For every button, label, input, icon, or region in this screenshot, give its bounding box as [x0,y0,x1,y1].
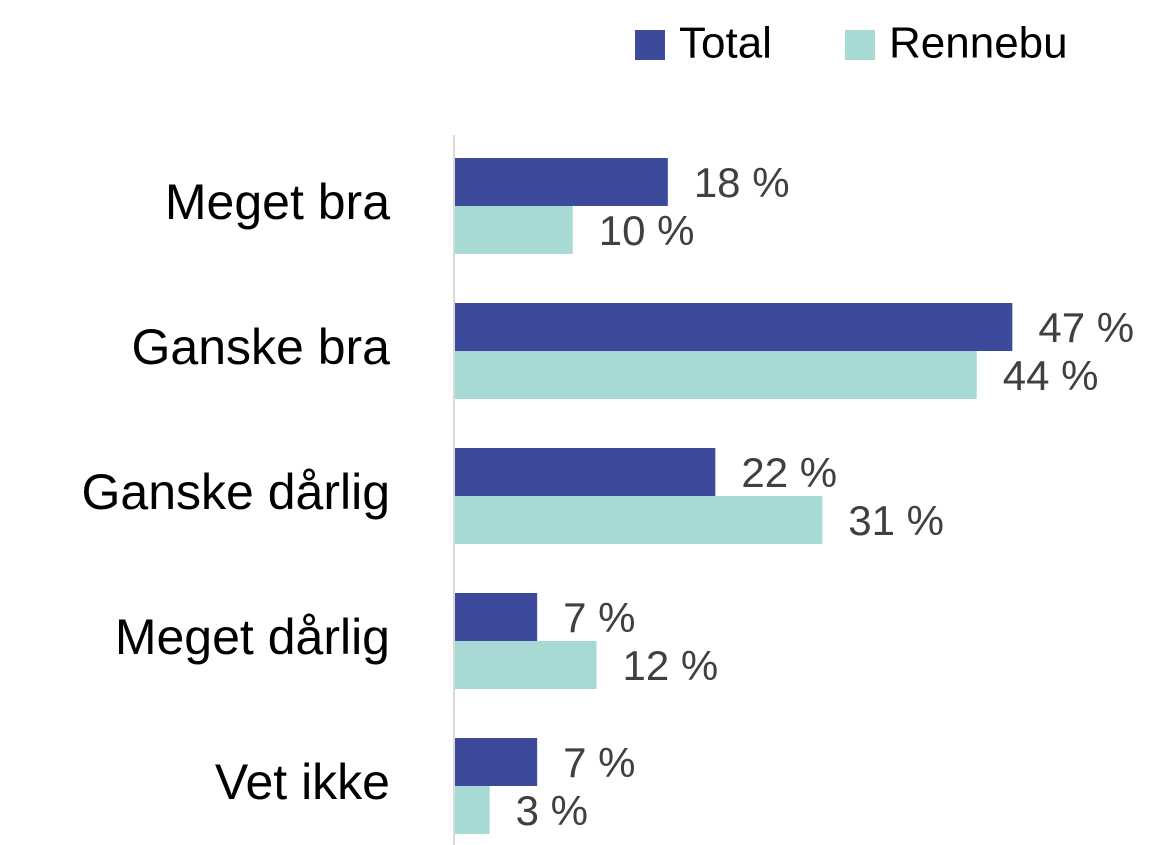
bar [454,158,668,206]
legend-swatch [635,30,665,60]
bar [454,206,573,254]
value-label: 31 % [848,497,944,544]
legend-label: Rennebu [889,19,1068,68]
category-label: Meget dårlig [115,609,390,665]
value-label: 44 % [1003,352,1099,399]
bar [454,786,490,834]
bar [454,496,823,544]
value-label: 10 % [599,207,695,254]
value-label: 47 % [1038,304,1134,351]
value-label: 7 % [563,739,635,786]
bar [454,641,597,689]
value-label: 12 % [623,642,719,689]
category-label: Vet ikke [215,754,390,810]
bar [454,448,716,496]
legend-swatch [845,30,875,60]
bar [454,351,977,399]
bar [454,593,538,641]
value-label: 3 % [516,787,588,834]
value-label: 22 % [741,449,837,496]
value-label: 18 % [694,159,790,206]
value-label: 7 % [563,594,635,641]
category-label: Ganske bra [132,319,391,375]
bar [454,738,538,786]
category-label: Meget bra [165,174,390,230]
bar [454,303,1013,351]
legend-label: Total [679,19,772,68]
category-label: Ganske dårlig [82,464,391,520]
